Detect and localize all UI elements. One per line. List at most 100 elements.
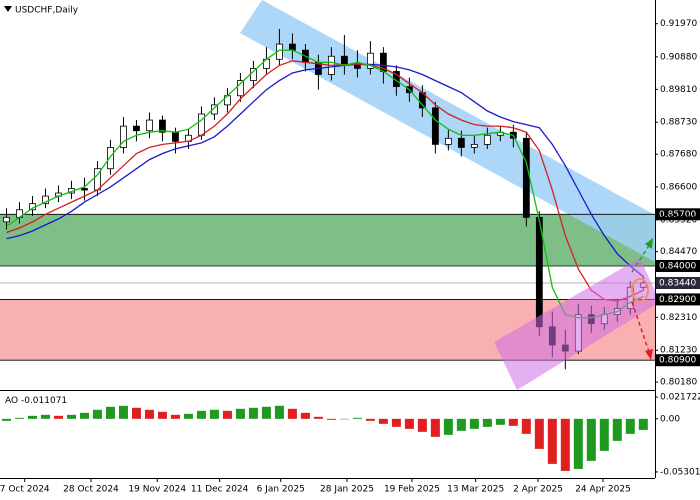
y-tick-label: 0.89810	[660, 85, 697, 95]
moving-average	[6, 49, 644, 319]
ao-bar	[404, 418, 414, 429]
ao-bar	[560, 418, 570, 471]
ao-label: AO -0.011071	[5, 396, 67, 406]
x-tick-label: 13 Mar 2025	[447, 485, 504, 495]
level-label: 0.85700	[659, 210, 696, 220]
ao-bar	[105, 406, 115, 419]
x-tick-label: 6 Jan 2025	[257, 485, 305, 495]
x-tick-label: 24 Apr 2025	[575, 485, 631, 495]
candle-body	[172, 131, 179, 142]
candle-body	[237, 80, 244, 97]
ao-bar	[625, 418, 635, 434]
candle-body	[366, 52, 374, 69]
ao-bar	[248, 407, 258, 419]
ao-bar	[261, 406, 271, 419]
x-tick-label: 19 Feb 2025	[384, 485, 440, 495]
ao-bar	[40, 414, 50, 419]
level-label: 0.84000	[659, 261, 696, 271]
ao-bar	[144, 409, 154, 419]
candle-body	[146, 119, 153, 132]
ao-name: AO	[5, 396, 18, 406]
x-tick-label: 28 Oct 2024	[63, 485, 119, 495]
level-label: 0.83440	[659, 279, 696, 289]
ao-bar	[352, 417, 362, 419]
zone	[0, 214, 655, 266]
ao-bar	[326, 418, 336, 420]
y-tick-label: 0.88730	[660, 118, 697, 128]
chart-title: USDCHF,Daily	[15, 6, 79, 16]
candle-body	[522, 137, 530, 218]
y-tick-label: 0.00	[660, 414, 680, 424]
candle-body	[159, 119, 166, 133]
level-label: 0.82900	[659, 295, 696, 305]
ao-bar	[599, 418, 609, 451]
ao-bar	[66, 414, 76, 419]
candle-body	[211, 104, 218, 115]
y-tick-label: 0.82310	[660, 313, 697, 323]
y-tick-label: 0.87680	[660, 150, 697, 160]
ao-bar	[417, 418, 427, 432]
ao-bar	[118, 405, 128, 419]
candle-body	[198, 113, 205, 136]
ao-bar	[300, 412, 310, 419]
target-channel	[494, 258, 660, 390]
ao-bar	[482, 418, 492, 427]
axis-labels: 0.85700 0.84000 0.83440 0.82900 0.80900 0.919…	[0, 19, 700, 495]
y-tick-label: 0.90880	[660, 52, 697, 62]
highlight-circle	[631, 278, 649, 302]
ao-bar	[92, 409, 102, 419]
moving-average	[6, 60, 644, 302]
level-label-bg	[656, 208, 700, 221]
ao-bar	[573, 418, 583, 469]
ao-bar	[391, 418, 401, 427]
level-label-bg	[656, 277, 700, 290]
candle-body	[483, 134, 491, 145]
candle-body	[133, 125, 140, 132]
level-label-bg	[656, 293, 700, 306]
ao-bar	[79, 412, 89, 419]
candle-body	[107, 147, 114, 170]
ao-bar	[222, 410, 232, 419]
ao-bar	[157, 411, 167, 419]
candle-body	[81, 188, 88, 191]
y-tick-label: 0.021722	[660, 393, 700, 403]
down-arrow-head	[645, 349, 653, 360]
ao-bar	[14, 417, 24, 419]
candle-body	[470, 143, 478, 148]
x-tick-label: 11 Dec 2024	[191, 485, 249, 495]
ao-bar	[469, 418, 479, 429]
ao-bar	[1, 418, 11, 421]
candle-body	[431, 107, 439, 145]
y-tick-label: 0.84470	[660, 247, 697, 257]
ao-bar	[378, 418, 388, 424]
x-tick-label: 7 Oct 2024	[0, 485, 50, 495]
up-arrow-head	[645, 238, 653, 249]
moving-average	[6, 63, 644, 278]
candle-body	[353, 64, 361, 69]
y-tick-label: -0.053013	[660, 467, 700, 477]
y-tick-label: 0.80180	[660, 378, 697, 388]
level-label-bg	[656, 354, 700, 367]
ao-bar	[131, 407, 141, 419]
ao-bar	[365, 418, 375, 421]
ao-bar	[495, 418, 505, 425]
y-tick-label: 0.81230	[660, 346, 697, 356]
ao-bar	[586, 418, 596, 461]
ao-bar	[209, 409, 219, 419]
ao-bar	[443, 418, 453, 435]
level-label: 0.80900	[659, 356, 696, 366]
ao-panel	[1, 405, 648, 471]
ao-bar	[547, 418, 557, 464]
ao-bar	[313, 416, 323, 419]
y-tick-label: 0.91970	[660, 19, 697, 29]
y-tick-label: 0.86600	[660, 182, 697, 192]
ao-bar	[508, 418, 518, 426]
ao-bar	[27, 415, 37, 419]
ao-bar	[274, 405, 284, 419]
ao-bar	[53, 415, 63, 419]
x-tick-label: 19 Nov 2024	[128, 485, 186, 495]
x-tick-label: 28 Jan 2025	[320, 485, 374, 495]
candle-body	[42, 195, 49, 205]
ao-bar	[183, 413, 193, 419]
